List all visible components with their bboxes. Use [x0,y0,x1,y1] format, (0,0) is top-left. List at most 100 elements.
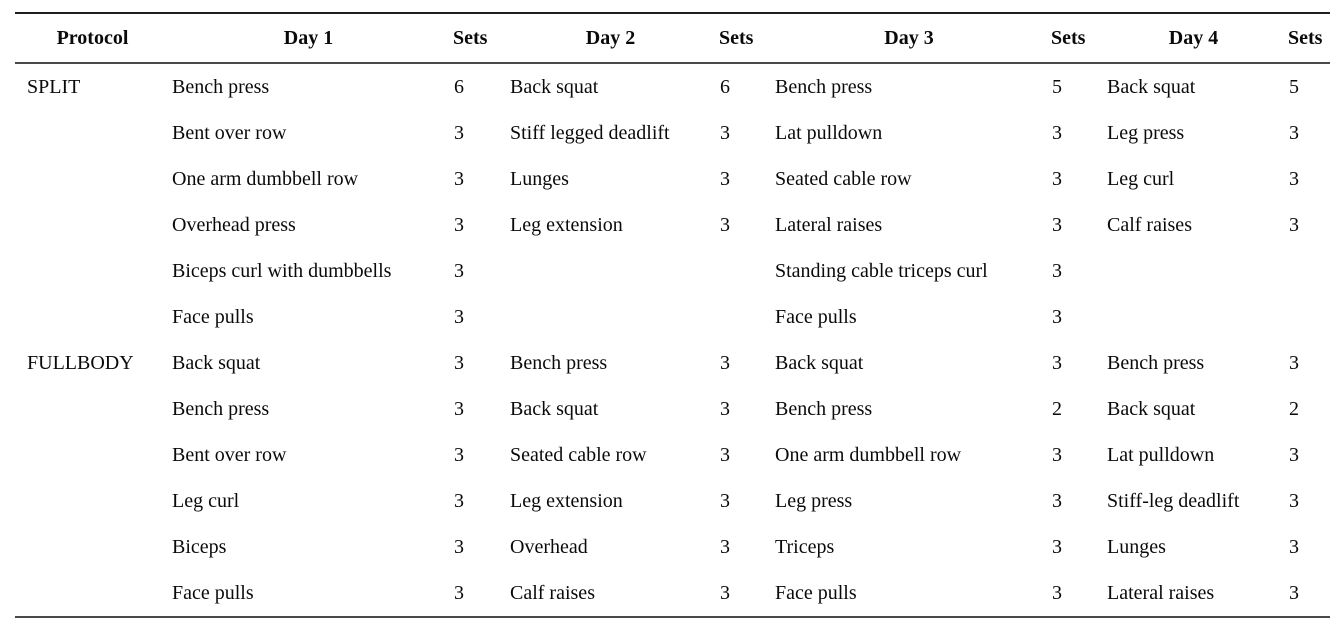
table-row: Leg curl 3 Leg extension 3 Leg press 3 S… [15,478,1330,524]
table-row: Biceps curl with dumbbells 3 Standing ca… [15,248,1330,294]
sets-cell: 3 [720,121,730,144]
exercise-cell: Bench press [775,75,873,98]
column-header-day4: Day 4 [1105,13,1282,64]
exercise-cell: Stiff-leg deadlift [1107,489,1240,512]
sets-cell: 3 [720,213,730,236]
sets-cell: 3 [1289,489,1299,512]
header-row: Protocol Day 1 Sets Day 2 Sets Day 3 Set… [15,13,1330,64]
sets-cell: 3 [1289,581,1299,604]
protocol-cell [15,386,170,432]
column-header-sets3: Sets [1045,13,1105,64]
table-row: Bent over row 3 Seated cable row 3 One a… [15,432,1330,478]
sets-cell: 3 [1052,167,1062,190]
exercise-cell: One arm dumbbell row [172,167,359,190]
exercise-cell: Face pulls [775,305,857,328]
column-header-protocol: Protocol [15,13,170,64]
sets-cell: 3 [1289,213,1299,236]
sets-cell: 3 [454,397,464,420]
protocol-cell [15,294,170,340]
sets-cell: 3 [1052,581,1062,604]
sets-cell: 3 [1289,443,1299,466]
sets-cell: 2 [1052,397,1062,420]
exercise-cell: Standing cable triceps curl [775,259,988,282]
sets-cell: 2 [1289,397,1299,420]
exercise-cell: One arm dumbbell row [775,443,962,466]
exercise-cell: Back squat [510,75,599,98]
sets-cell: 3 [454,443,464,466]
column-header-sets2: Sets [713,13,773,64]
sets-cell: 3 [720,167,730,190]
table-row: Bent over row 3 Stiff legged deadlift 3 … [15,110,1330,156]
exercise-cell: Back squat [172,351,261,374]
sets-cell: 3 [454,535,464,558]
training-protocol-table: Protocol Day 1 Sets Day 2 Sets Day 3 Set… [15,12,1330,618]
sets-cell: 3 [720,581,730,604]
exercise-cell: Leg curl [172,489,240,512]
table-row: SPLIT Bench press 6 Back squat 6 Bench p… [15,63,1330,110]
exercise-cell: Back squat [1107,397,1196,420]
sets-cell: 6 [720,75,730,98]
exercise-cell [1105,294,1282,340]
protocol-cell [15,110,170,156]
exercise-cell: Leg curl [1107,167,1175,190]
exercise-cell: Back squat [775,351,864,374]
sets-cell: 5 [1052,75,1062,98]
exercise-cell: Stiff legged deadlift [510,121,670,144]
exercise-cell: Back squat [510,397,599,420]
sets-cell [713,294,773,340]
sets-cell: 3 [1052,259,1062,282]
table-row: Biceps 3 Overhead 3 Triceps 3 Lunges 3 [15,524,1330,570]
table-row: One arm dumbbell row 3 Lunges 3 Seated c… [15,156,1330,202]
protocol-cell: FULLBODY [27,351,134,374]
exercise-cell: Leg extension [510,213,623,236]
exercise-cell: Overhead [510,535,588,558]
sets-cell: 3 [1052,305,1062,328]
sets-cell [1282,294,1330,340]
exercise-cell: Bent over row [172,443,287,466]
sets-cell: 3 [1052,121,1062,144]
exercise-cell: Lateral raises [775,213,883,236]
exercise-cell: Bench press [775,397,873,420]
protocol-cell [15,248,170,294]
exercise-cell: Bench press [172,75,270,98]
table-row: Bench press 3 Back squat 3 Bench press 2… [15,386,1330,432]
exercise-cell: Bench press [1107,351,1205,374]
table-header: Protocol Day 1 Sets Day 2 Sets Day 3 Set… [15,13,1330,64]
sets-cell: 3 [1052,535,1062,558]
exercise-cell: Bent over row [172,121,287,144]
protocol-cell [15,570,170,617]
protocol-cell: SPLIT [27,75,81,98]
exercise-cell: Seated cable row [510,443,647,466]
exercise-cell: Leg press [1107,121,1185,144]
sets-cell: 3 [1289,535,1299,558]
sets-cell: 3 [1052,443,1062,466]
sets-cell: 3 [720,443,730,466]
sets-cell: 3 [1052,213,1062,236]
exercise-cell: Triceps [775,535,835,558]
exercise-cell [508,294,713,340]
exercise-cell: Lateral raises [1107,581,1215,604]
exercise-cell [1105,248,1282,294]
sets-cell: 3 [454,305,464,328]
exercise-cell: Biceps curl with dumbbells [172,259,392,282]
sets-cell: 3 [454,121,464,144]
exercise-cell [508,248,713,294]
exercise-cell: Seated cable row [775,167,912,190]
sets-cell [1282,248,1330,294]
exercise-cell: Bench press [510,351,608,374]
table-row: Face pulls 3 Face pulls 3 [15,294,1330,340]
exercise-cell: Back squat [1107,75,1196,98]
sets-cell [713,248,773,294]
exercise-cell: Lat pulldown [775,121,883,144]
sets-cell: 3 [454,167,464,190]
sets-cell: 5 [1289,75,1299,98]
exercise-cell: Bench press [172,397,270,420]
protocol-cell [15,478,170,524]
sets-cell: 3 [720,351,730,374]
exercise-cell: Lat pulldown [1107,443,1215,466]
exercise-cell: Biceps [172,535,227,558]
exercise-cell: Face pulls [775,581,857,604]
sets-cell: 3 [720,397,730,420]
sets-cell: 3 [1289,351,1299,374]
